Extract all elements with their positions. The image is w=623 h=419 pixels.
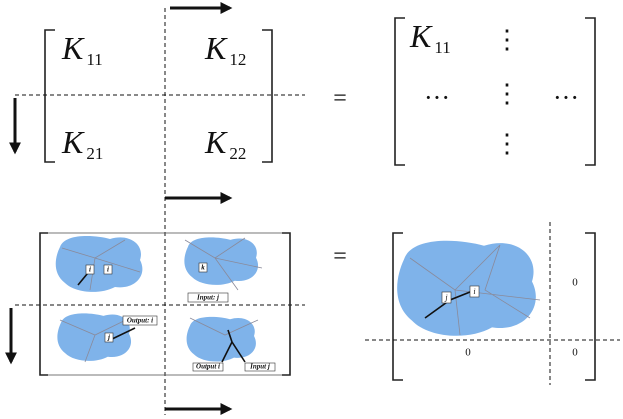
symbol: K [204,124,228,160]
body-shape [184,237,258,285]
symbol: K [204,30,228,66]
label: Input: j [196,294,219,302]
subscript: 11 [86,50,102,69]
vdots: ⋮ [494,129,520,158]
label: Input j [249,363,270,371]
symbol: K [409,18,433,54]
bracket [585,18,595,165]
zero: 0 [465,347,471,359]
bracket [45,30,55,162]
bracket [395,18,405,165]
bracket [585,233,595,380]
label: i [107,266,109,274]
label: Output: i [127,317,153,325]
hdots: ··· [424,83,450,112]
label: j [107,334,110,342]
hdots: ··· [553,83,579,112]
label: Output i [196,363,220,371]
zero: 0 [572,277,578,289]
label: i [473,287,475,296]
symbol: K [61,30,85,66]
equals: = [333,244,347,270]
vdots: ⋮ [494,79,520,108]
label: i [89,266,91,274]
diagram: K11 K12 K21 K22 = K11 ⋮ ⋮ ⋮ ··· ··· i i … [0,0,623,419]
zero: 0 [572,347,578,359]
body-shape [56,236,143,292]
label: k [201,264,205,272]
body-shape [187,317,256,362]
subscript: 22 [229,144,246,163]
bracket [282,233,290,375]
subscript: 12 [229,50,246,69]
subscript: 21 [86,144,103,163]
vdots: ⋮ [494,25,520,54]
subscript: 11 [434,38,450,57]
bracket [40,233,48,375]
equals: = [333,86,347,112]
body-shape [397,241,536,336]
bracket [262,30,272,162]
symbol: K [61,124,85,160]
